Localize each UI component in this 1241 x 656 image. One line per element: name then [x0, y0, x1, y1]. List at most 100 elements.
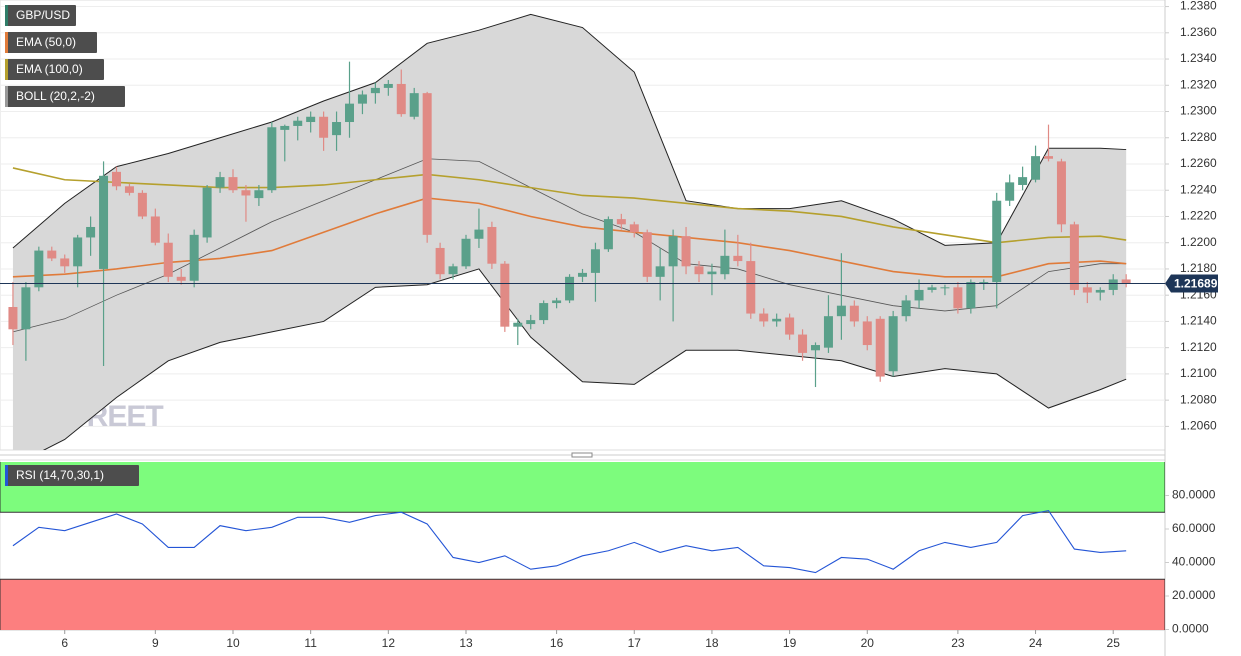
candle-body [875, 318, 885, 377]
x-tick-label: 13 [459, 636, 473, 650]
candle-body [1082, 287, 1092, 293]
candle-body [319, 116, 329, 138]
y-tick-label: 1.2300 [1180, 104, 1217, 118]
y-tick-label: 1.2140 [1180, 314, 1217, 328]
candle-body [707, 271, 717, 275]
candle-body [137, 192, 147, 217]
legend-label: RSI (14,70,30,1) [16, 468, 104, 482]
x-tick-label: 24 [1029, 636, 1043, 650]
y-tick-label: 1.2080 [1180, 392, 1217, 406]
candle-body [487, 226, 497, 264]
candle-body [720, 255, 730, 275]
candle-body [629, 224, 639, 233]
y-tick-label: 60.0000 [1172, 521, 1216, 535]
candle-body [86, 226, 96, 238]
candle-body [642, 232, 652, 277]
x-tick-label: 10 [226, 636, 240, 650]
candle-body [616, 219, 626, 225]
y-tick-label: 20.0000 [1172, 588, 1216, 602]
candle-body [254, 190, 264, 199]
y-tick-label: 1.2320 [1180, 77, 1217, 91]
candle-body [785, 317, 795, 335]
y-tick-label: 40.0000 [1172, 555, 1216, 569]
candle-body [552, 300, 562, 304]
x-tick-label: 19 [783, 636, 797, 650]
y-tick-label: 1.2200 [1180, 235, 1217, 249]
candle-body [901, 300, 911, 317]
candle-body [345, 103, 354, 123]
candle-body [21, 287, 31, 330]
legend-box [5, 86, 125, 107]
candle-body [293, 120, 303, 126]
candle-body [34, 250, 44, 288]
candle-body [849, 305, 859, 322]
ema-line [12, 197, 1127, 278]
x-tick-label: 25 [1107, 636, 1121, 650]
candle-body [461, 238, 471, 267]
candle-body [565, 276, 575, 301]
legend-swatch [5, 86, 8, 107]
candle-body [862, 321, 872, 346]
legend-swatch [5, 5, 8, 26]
price-plot: FXSTREET [0, 6, 1165, 450]
rsi-plot [0, 462, 1165, 630]
candle-body [927, 287, 937, 290]
y-tick-label: 1.2360 [1180, 25, 1217, 39]
candle-body [176, 276, 186, 281]
candle-body [73, 237, 83, 267]
candle-body [681, 236, 691, 267]
candle-body [150, 216, 160, 243]
candle-body [280, 125, 290, 130]
legend-swatch [5, 32, 8, 53]
candle-body [603, 219, 613, 250]
candle-body [1108, 279, 1118, 290]
legend-box [5, 465, 139, 486]
candle-body [409, 93, 419, 117]
candle-body [1018, 177, 1028, 185]
x-tick-label: 16 [550, 636, 564, 650]
candle-body [357, 94, 367, 104]
y-tick-label: 1.2060 [1180, 419, 1217, 433]
candle-body [422, 93, 432, 235]
candle-body [215, 177, 225, 188]
candle-body [655, 266, 665, 277]
band-lower [42, 268, 1127, 450]
candle-body [914, 289, 924, 301]
pane-resize-handle[interactable] [571, 452, 593, 458]
candle-body [733, 255, 743, 262]
overbought-zone [0, 462, 1165, 513]
x-tick-label: 9 [152, 636, 159, 650]
candle-body [189, 234, 199, 281]
candle-body [940, 287, 950, 289]
candle-body [8, 306, 18, 330]
candle-body [759, 313, 769, 322]
legend-label: BOLL (20,2,-2) [16, 89, 95, 103]
candle-body [1056, 161, 1066, 225]
candle-body [228, 177, 238, 191]
legend-swatch [5, 59, 8, 80]
band-middle [12, 158, 1127, 333]
candle-body [1044, 156, 1053, 159]
candle-body [202, 187, 212, 238]
last-price-label: 1.21689 [1174, 277, 1218, 291]
x-tick-label: 6 [61, 636, 68, 650]
legend-label: EMA (50,0) [16, 35, 76, 49]
legend-box [5, 5, 76, 26]
candle-body [163, 242, 173, 277]
candle-body [772, 318, 782, 322]
y-tick-label: 1.2240 [1180, 182, 1217, 196]
candle-body [694, 266, 704, 275]
ema-line [12, 167, 1127, 244]
candle-body [811, 345, 820, 351]
candle-body [124, 186, 134, 193]
candle-body [836, 305, 846, 317]
y-tick-label: 80.0000 [1172, 488, 1216, 502]
last-price-tag [1165, 274, 1218, 293]
candle-body [526, 320, 536, 325]
candle-body [474, 229, 484, 239]
oversold-zone [0, 578, 1165, 630]
candle-body [1095, 289, 1105, 293]
candle-body [435, 247, 445, 275]
overlay: 1.20601.20801.21001.21201.21401.21601.21… [5, 0, 1218, 650]
